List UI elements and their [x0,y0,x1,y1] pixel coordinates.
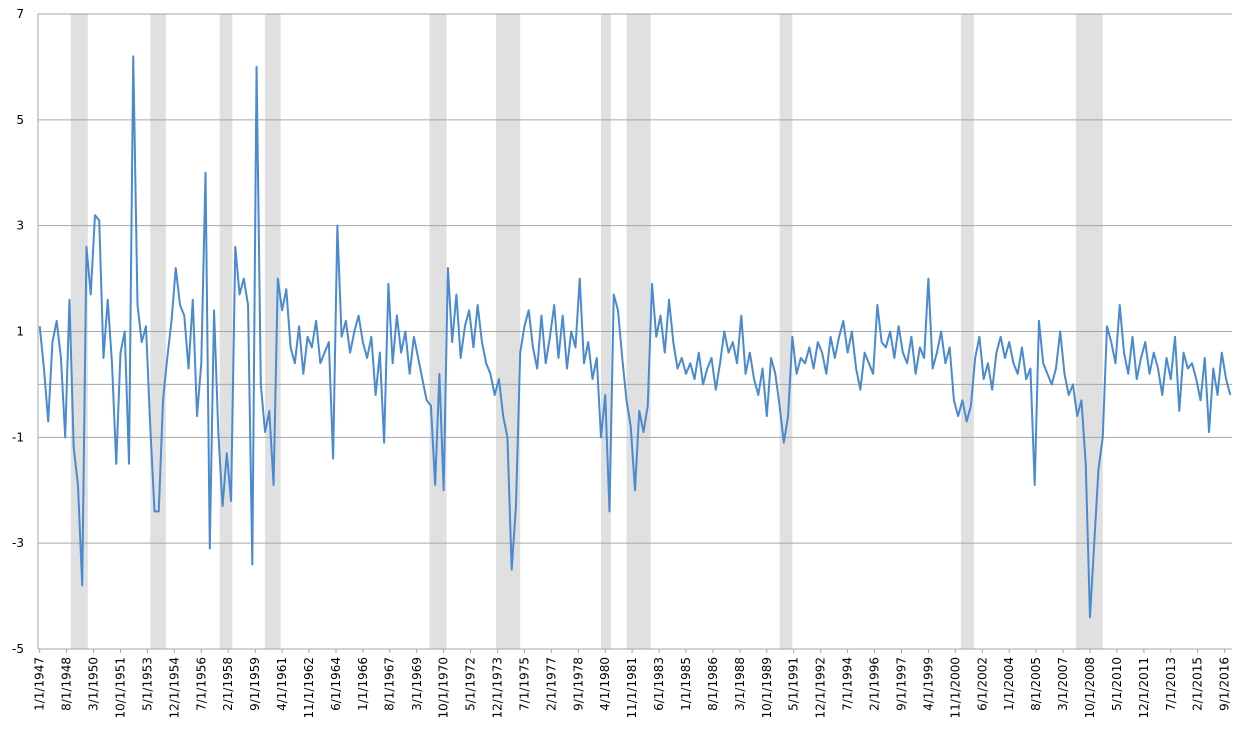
x-tick-label: 1/1/1985 [679,657,693,711]
x-tick-label: 3/1/1969 [410,657,424,711]
x-tick-label: 1/1/1947 [33,657,47,711]
y-tick-label: -3 [12,536,24,550]
x-tick-label: 8/1/2005 [1029,657,1043,711]
x-tick-label: 9/1/2016 [1218,657,1232,711]
x-tick-label: 11/1/2000 [948,657,962,719]
x-tick-label: 2/1/1958 [221,657,235,711]
x-tick-label: 12/1/1973 [491,657,505,719]
y-tick-label: 7 [16,7,24,21]
x-tick-label: 5/1/2010 [1110,657,1124,711]
x-tick-label: 7/1/1956 [194,657,208,711]
x-tick-label: 6/1/1964 [329,657,343,711]
x-tick-label: 10/1/1951 [113,657,127,719]
y-tick-label: 3 [16,219,24,233]
x-tick-label: 3/1/1950 [87,657,101,711]
x-tick-label: 5/1/1991 [787,657,801,711]
x-tick-label: 10/1/1989 [760,657,774,719]
y-tick-label: 1 [16,325,24,339]
x-tick-label: 4/1/1961 [275,657,289,711]
x-tick-label: 2/1/1977 [544,657,558,711]
x-tick-label: 12/1/1954 [167,657,181,719]
x-tick-label: 10/1/1970 [437,657,451,719]
y-tick-label: -1 [12,430,24,444]
x-tick-label: 11/1/1962 [302,657,316,719]
x-tick-label: 4/1/1999 [921,657,935,711]
x-tick-label: 8/1/1948 [60,657,74,711]
x-tick-label: 12/1/1992 [814,657,828,719]
x-tick-label: 9/1/1997 [895,657,909,711]
x-tick-label: 8/1/1967 [383,657,397,711]
x-tick-label: 3/1/2007 [1056,657,1070,711]
x-tick-label: 9/1/1959 [248,657,262,711]
x-tick-label: 8/1/1986 [706,657,720,711]
x-tick-label: 4/1/1980 [598,657,612,711]
x-tick-label: 12/1/2011 [1137,657,1151,719]
y-tick-label: -5 [12,642,24,656]
x-tick-label: 10/1/2008 [1083,657,1097,719]
x-tick-label: 2/1/2015 [1191,657,1205,711]
x-tick-label: 1/1/1966 [356,657,370,711]
x-tick-label: 3/1/1988 [733,657,747,711]
x-tick-label: 6/1/1983 [652,657,666,711]
x-tick-label: 7/1/1994 [841,657,855,711]
x-tick-label: 7/1/2013 [1164,657,1178,711]
x-tick-label: 9/1/1978 [571,657,585,711]
x-tick-label: 5/1/1972 [464,657,478,711]
data-line [38,55,1232,619]
x-tick-label: 1/1/2004 [1002,657,1016,711]
x-tick-label: 11/1/1981 [625,657,639,719]
x-tick-label: 6/1/2002 [975,657,989,711]
x-tick-label: 7/1/1975 [517,657,531,711]
x-tick-label: 5/1/1953 [140,657,154,711]
x-tick-label: 2/1/1996 [867,657,881,711]
y-tick-label: 5 [16,113,24,127]
